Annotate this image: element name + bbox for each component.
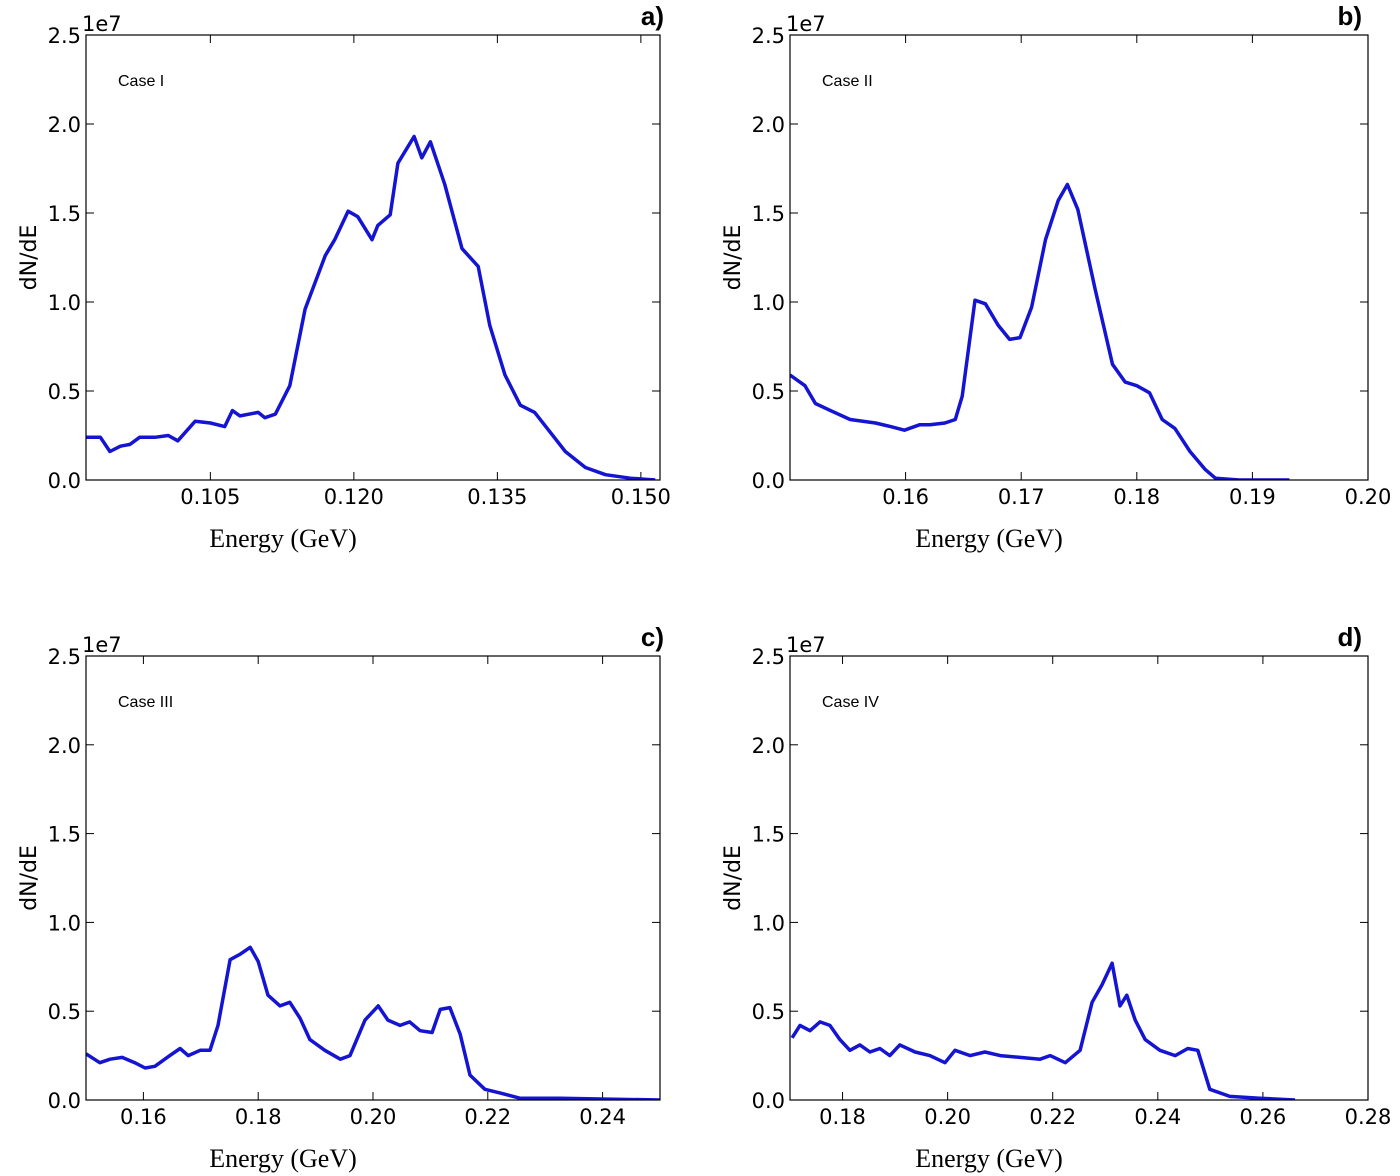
- y-tick-label: 1.0: [48, 291, 81, 315]
- x-tick-label: 0.26: [1240, 1105, 1287, 1129]
- offset-label: 1e7: [82, 633, 122, 657]
- x-tick-label: 0.150: [611, 485, 671, 509]
- y-axis-label: dN/dE: [17, 845, 42, 911]
- plot-frame: [789, 34, 1369, 481]
- plot-frame: [85, 34, 661, 481]
- y-tick-label: 0.5: [48, 1000, 81, 1024]
- y-tick-label: 2.0: [48, 113, 81, 137]
- offset-label: 1e7: [82, 12, 122, 36]
- y-tick-label: 1.5: [752, 823, 785, 847]
- x-tick-label: 0.22: [1029, 1105, 1076, 1129]
- y-tick-label: 2.0: [48, 734, 81, 758]
- offset-label: 1e7: [786, 12, 826, 36]
- plot-area: [790, 182, 1290, 480]
- y-tick-label: 1.0: [48, 911, 81, 935]
- x-axis-label: Energy (GeV): [209, 524, 357, 553]
- x-tick-label: 0.20: [350, 1105, 397, 1129]
- panel-label: c): [641, 622, 664, 652]
- annotation: Case III: [118, 694, 173, 711]
- x-tick-label: 0.105: [180, 485, 240, 509]
- data-line: [790, 182, 1290, 480]
- panel-label: d): [1337, 622, 1362, 652]
- y-tick-label: 2.5: [752, 645, 785, 669]
- x-tick-label: 0.16: [882, 485, 929, 509]
- y-tick-label: 0.5: [752, 380, 785, 404]
- y-tick-label: 2.5: [48, 645, 81, 669]
- plot-area: [86, 134, 656, 480]
- y-tick-label: 0.0: [752, 1089, 785, 1113]
- x-tick-label: 0.20: [924, 1105, 971, 1129]
- data-line: [86, 134, 656, 480]
- x-tick-label: 0.28: [1345, 1105, 1392, 1129]
- y-axis-label: dN/dE: [721, 225, 746, 291]
- y-tick-label: 2.0: [752, 113, 785, 137]
- y-tick-label: 1.0: [752, 291, 785, 315]
- y-axis-label: dN/dE: [721, 845, 746, 911]
- y-tick-label: 0.5: [48, 380, 81, 404]
- offset-label: 1e7: [786, 633, 826, 657]
- x-tick-label: 0.120: [324, 485, 384, 509]
- y-tick-label: 2.0: [752, 734, 785, 758]
- x-axis-label: Energy (GeV): [915, 1144, 1063, 1173]
- x-tick-label: 0.24: [579, 1105, 626, 1129]
- x-tick-label: 0.18: [1113, 485, 1160, 509]
- x-axis-label: Energy (GeV): [915, 524, 1063, 553]
- x-tick-label: 0.18: [235, 1105, 282, 1129]
- x-tick-label: 0.19: [1229, 485, 1276, 509]
- y-tick-label: 0.0: [752, 469, 785, 493]
- x-tick-label: 0.18: [819, 1105, 866, 1129]
- y-tick-label: 1.5: [48, 823, 81, 847]
- plot-area: [790, 961, 1296, 1100]
- x-tick-label: 0.24: [1134, 1105, 1181, 1129]
- x-tick-label: 0.135: [467, 485, 527, 509]
- x-axis-label: Energy (GeV): [209, 1144, 357, 1173]
- data-line: [790, 961, 1296, 1100]
- annotation: Case I: [118, 73, 164, 90]
- panel-label: b): [1337, 1, 1362, 31]
- annotation: Case II: [822, 73, 873, 90]
- y-tick-label: 1.5: [752, 202, 785, 226]
- x-tick-label: 0.17: [998, 485, 1045, 509]
- y-tick-label: 1.5: [48, 202, 81, 226]
- x-tick-label: 0.20: [1345, 485, 1392, 509]
- x-tick-label: 0.16: [120, 1105, 167, 1129]
- y-tick-label: 0.5: [752, 1000, 785, 1024]
- plot-area: [86, 945, 660, 1100]
- panel-label: a): [641, 1, 664, 31]
- annotation: Case IV: [822, 694, 879, 711]
- y-tick-label: 1.0: [752, 911, 785, 935]
- plot-frame: [789, 655, 1369, 1101]
- x-tick-label: 0.22: [464, 1105, 511, 1129]
- y-tick-label: 2.5: [48, 24, 81, 48]
- y-axis-label: dN/dE: [17, 225, 42, 291]
- y-tick-label: 0.0: [48, 469, 81, 493]
- plot-frame: [85, 655, 661, 1101]
- y-tick-label: 0.0: [48, 1089, 81, 1113]
- y-tick-label: 2.5: [752, 24, 785, 48]
- data-line: [86, 945, 660, 1100]
